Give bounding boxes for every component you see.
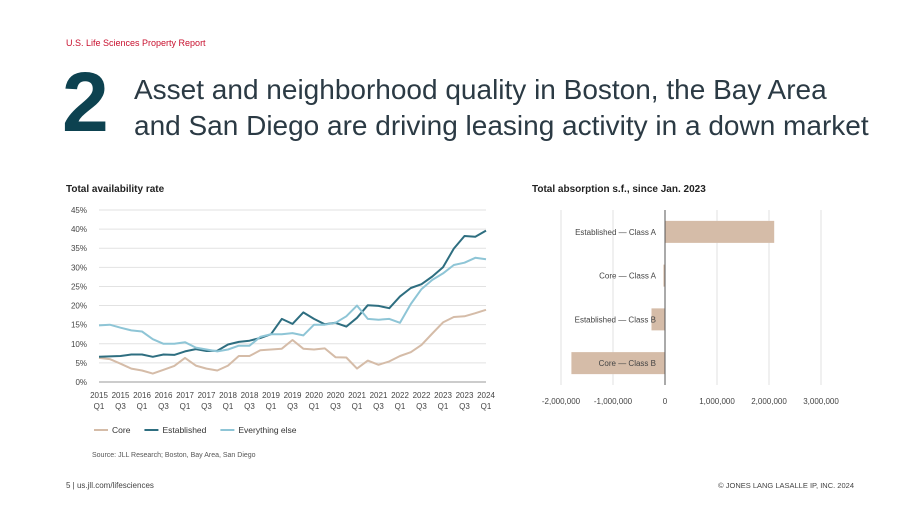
x-tick-year: 2022 — [391, 391, 409, 400]
x-tick-label: 2,000,000 — [751, 397, 787, 406]
y-tick-label: 30% — [71, 263, 87, 272]
x-tick-quarter: Q1 — [223, 402, 234, 411]
x-tick-year: 2015 — [90, 391, 108, 400]
x-tick-label: 0 — [663, 397, 668, 406]
bar — [663, 264, 666, 287]
x-tick-quarter: Q3 — [287, 402, 298, 411]
x-tick-year: 2018 — [219, 391, 237, 400]
x-tick-quarter: Q3 — [330, 402, 341, 411]
legend-label-everything-else: Everything else — [238, 425, 296, 435]
y-tick-label: 15% — [71, 321, 87, 330]
footer-page-url: 5 | us.jll.com/lifesciences — [66, 481, 154, 490]
category-label: Established — Class A — [575, 228, 657, 237]
x-tick-quarter: Q1 — [481, 402, 492, 411]
bar — [651, 308, 665, 331]
x-tick-year: 2015 — [112, 391, 130, 400]
line-chart-title: Total availability rate — [66, 184, 165, 195]
x-tick-label: -2,000,000 — [542, 397, 581, 406]
footer-copyright: © JONES LANG LASALLE IP, INC. 2024 — [718, 481, 854, 490]
bar-chart-title: Total absorption s.f., since Jan. 2023 — [532, 184, 706, 195]
category-label: Core — Class B — [599, 359, 656, 368]
x-tick-quarter: Q1 — [180, 402, 191, 411]
y-tick-label: 35% — [71, 244, 87, 253]
x-tick-year: 2016 — [155, 391, 173, 400]
x-tick-quarter: Q1 — [352, 402, 363, 411]
y-tick-label: 0% — [75, 378, 87, 387]
x-tick-year: 2019 — [262, 391, 280, 400]
x-tick-quarter: Q3 — [416, 402, 427, 411]
x-tick-quarter: Q1 — [438, 402, 449, 411]
x-tick-quarter: Q1 — [137, 402, 148, 411]
x-tick-quarter: Q3 — [244, 402, 255, 411]
report-name: U.S. Life Sciences Property Report — [66, 38, 206, 48]
x-tick-label: -1,000,000 — [594, 397, 633, 406]
y-tick-label: 10% — [71, 340, 87, 349]
x-tick-year: 2024 — [477, 391, 495, 400]
x-tick-year: 2021 — [370, 391, 388, 400]
legend-label-established: Established — [162, 425, 206, 435]
x-tick-quarter: Q3 — [459, 402, 470, 411]
x-tick-quarter: Q1 — [266, 402, 277, 411]
x-tick-year: 2023 — [456, 391, 474, 400]
x-tick-year: 2018 — [241, 391, 259, 400]
x-tick-year: 2022 — [413, 391, 431, 400]
x-tick-quarter: Q1 — [395, 402, 406, 411]
x-tick-label: 3,000,000 — [803, 397, 839, 406]
x-tick-year: 2023 — [434, 391, 452, 400]
section-number: 2 — [62, 55, 109, 149]
headline-line-1: Asset and neighborhood quality in Boston… — [134, 74, 827, 105]
x-tick-year: 2021 — [348, 391, 366, 400]
y-tick-label: 5% — [75, 359, 87, 368]
x-tick-year: 2017 — [176, 391, 194, 400]
y-tick-label: 45% — [71, 206, 87, 215]
bar — [571, 352, 665, 375]
category-label: Core — Class A — [599, 272, 657, 281]
category-label: Established — Class B — [575, 315, 656, 324]
x-tick-year: 2020 — [305, 391, 323, 400]
series-line-everything-else — [98, 256, 487, 353]
x-tick-year: 2019 — [284, 391, 302, 400]
absorption-bar-chart: -2,000,000 -1,000,000 0 1,000,000 2,000,000 3… — [542, 210, 839, 406]
headline-line-2: and San Diego are driving leasing activi… — [134, 110, 869, 141]
page-headline: Asset and neighborhood quality in Boston… — [134, 72, 894, 144]
x-tick-quarter: Q3 — [373, 402, 384, 411]
source-note: Source: JLL Research; Boston, Bay Area, … — [92, 452, 256, 459]
series-line-core — [98, 308, 487, 375]
series-line-established — [98, 229, 487, 358]
x-tick-quarter: Q3 — [201, 402, 212, 411]
x-tick-year: 2020 — [327, 391, 345, 400]
x-tick-quarter: Q1 — [309, 402, 320, 411]
x-tick-year: 2016 — [133, 391, 151, 400]
y-tick-label: 25% — [71, 282, 87, 291]
x-tick-quarter: Q3 — [158, 402, 169, 411]
x-tick-quarter: Q1 — [94, 402, 105, 411]
y-tick-label: 40% — [71, 225, 87, 234]
x-tick-quarter: Q3 — [115, 402, 126, 411]
legend-label-core: Core — [112, 425, 131, 435]
y-tick-label: 20% — [71, 302, 87, 311]
bar — [665, 220, 775, 243]
x-tick-year: 2017 — [198, 391, 216, 400]
availability-line-chart: 0% 5% 10% 15% 20% 25% 30% 35% 40% 45% 2015 Q1 2015 Q3… — [71, 206, 495, 435]
x-tick-label: 1,000,000 — [699, 397, 735, 406]
